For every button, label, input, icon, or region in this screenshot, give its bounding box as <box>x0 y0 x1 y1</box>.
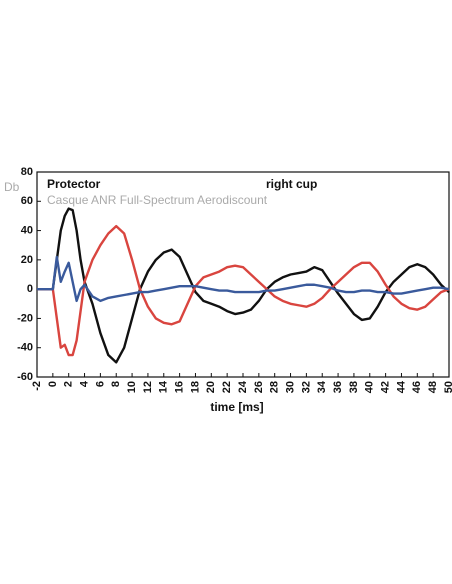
y-tick-label: 80 <box>21 166 33 178</box>
x-tick-label: 44 <box>395 380 407 393</box>
x-tick-label: 22 <box>221 381 233 393</box>
x-tick-label: 48 <box>427 381 439 393</box>
annotation: right cup <box>266 177 317 191</box>
y-tick-label: 60 <box>21 195 33 207</box>
x-tick-label: 34 <box>316 380 328 393</box>
x-tick-label: 14 <box>158 380 170 393</box>
y-tick-label: 20 <box>21 254 33 266</box>
y-axis-label: Db <box>4 180 20 194</box>
x-tick-label: 40 <box>364 381 376 393</box>
x-axis-label: time [ms] <box>210 400 263 414</box>
y-tick-label: 0 <box>27 283 33 295</box>
subtitle: Casque ANR Full-Spectrum Aerodiscount <box>47 193 268 207</box>
x-tick-label: 6 <box>94 381 106 387</box>
y-tick-label: -20 <box>17 312 33 324</box>
x-tick-label: 8 <box>110 381 122 387</box>
series-line <box>37 255 450 303</box>
x-tick-label: 4 <box>78 380 90 387</box>
series-line <box>37 224 450 357</box>
y-tick-label: 40 <box>21 224 33 236</box>
annotation: Protector <box>47 177 101 191</box>
y-tick-label: -40 <box>17 342 33 354</box>
x-tick-label: 12 <box>142 381 154 393</box>
x-tick-label: 2 <box>63 381 75 387</box>
x-tick-label: 10 <box>126 381 138 393</box>
x-tick-label: 46 <box>411 381 423 393</box>
x-tick-label: 30 <box>284 381 296 393</box>
x-tick-label: 38 <box>348 381 360 393</box>
x-tick-label: -2 <box>31 381 43 391</box>
series-line <box>37 207 450 364</box>
x-tick-label: 32 <box>300 381 312 393</box>
x-tick-label: 26 <box>253 381 265 393</box>
x-tick-label: 0 <box>47 381 59 387</box>
x-tick-label: 42 <box>380 381 392 393</box>
x-tick-label: 18 <box>189 381 201 393</box>
x-tick-label: 16 <box>174 381 186 393</box>
x-tick-label: 24 <box>237 380 249 393</box>
y-tick-label: -60 <box>17 371 33 383</box>
x-tick-label: 36 <box>332 381 344 393</box>
x-tick-label: 28 <box>269 381 281 393</box>
x-tick-label: 20 <box>205 381 217 393</box>
x-tick-label: 50 <box>443 381 452 393</box>
